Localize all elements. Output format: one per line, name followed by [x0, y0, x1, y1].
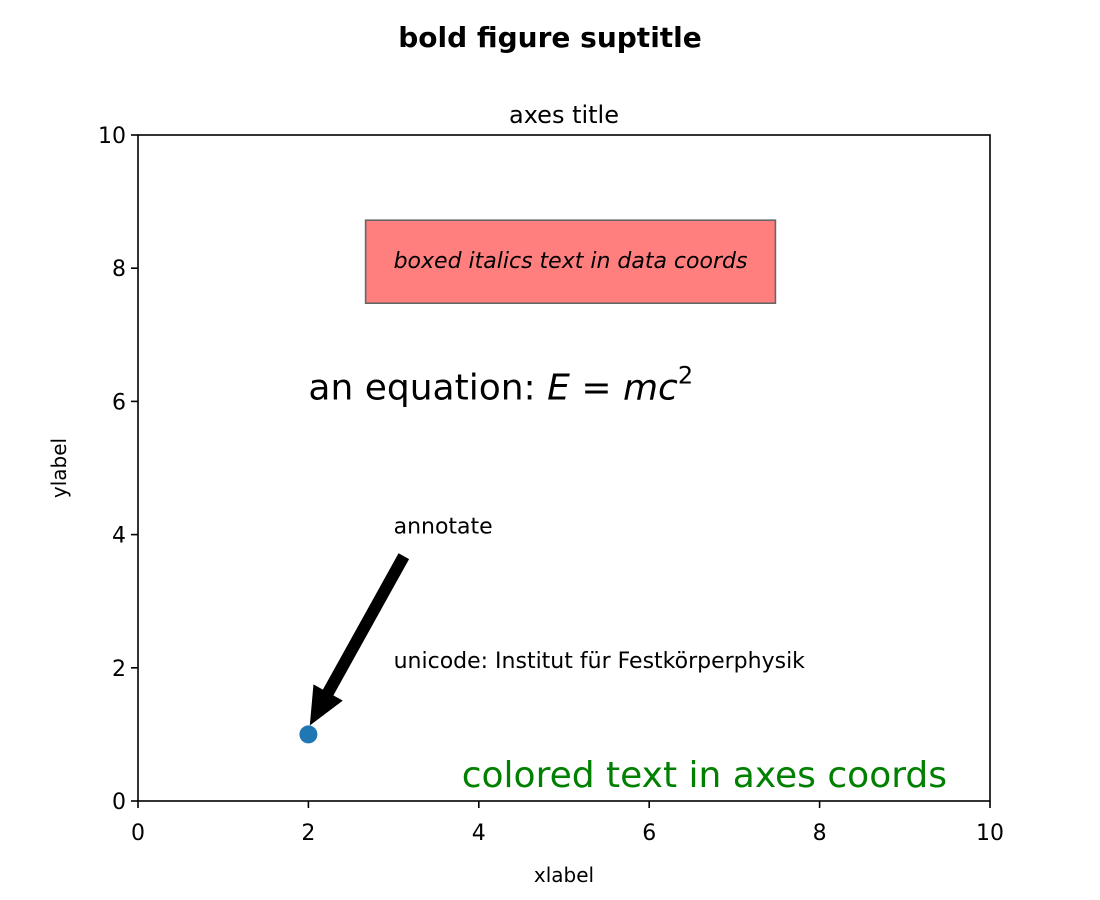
- x-tick-label: 0: [131, 821, 145, 846]
- x-tick-label: 10: [976, 821, 1004, 846]
- equation-rhs: mc: [623, 367, 678, 408]
- boxed-text-background: [364, 219, 777, 305]
- unicode-text: unicode: Institut für Festkörperphysik: [394, 649, 806, 674]
- figure-suptitle: bold figure suptitle: [398, 21, 702, 54]
- equation-text: an equation: E = mc2: [308, 361, 693, 408]
- equation-equals: =: [570, 367, 623, 408]
- axes-coords-text: colored text in axes coords: [462, 755, 947, 796]
- annotation-label: annotate: [394, 515, 493, 540]
- x-axis-label: xlabel: [534, 863, 594, 887]
- boxed-text: boxed italics text in data coords: [394, 249, 748, 274]
- x-tick-label: 8: [813, 821, 827, 846]
- equation-prefix: an equation:: [308, 367, 547, 408]
- axes-frame: [137, 134, 991, 802]
- x-tick-label: 2: [301, 821, 315, 846]
- y-tick-label: 4: [112, 524, 126, 549]
- data-point: [299, 725, 318, 744]
- equation-exponent: 2: [678, 361, 693, 389]
- y-tick-label: 0: [112, 790, 126, 815]
- x-tick-label: 6: [642, 821, 656, 846]
- y-tick-label: 8: [112, 257, 126, 282]
- tick-layer: 0 2 4 6 8 10 0 2 4 6 8 10: [98, 124, 1004, 846]
- y-tick-label: 10: [98, 124, 126, 149]
- y-axis-label: ylabel: [47, 438, 71, 498]
- plot-marks: boxed italics text in data coords an equa…: [299, 219, 947, 796]
- annotation-arrow: [309, 553, 410, 726]
- axes-title: axes title: [509, 101, 619, 129]
- equation-lhs: E: [547, 367, 570, 408]
- x-tick-label: 4: [472, 821, 486, 846]
- y-tick-label: 6: [112, 390, 126, 415]
- y-tick-label: 2: [112, 657, 126, 682]
